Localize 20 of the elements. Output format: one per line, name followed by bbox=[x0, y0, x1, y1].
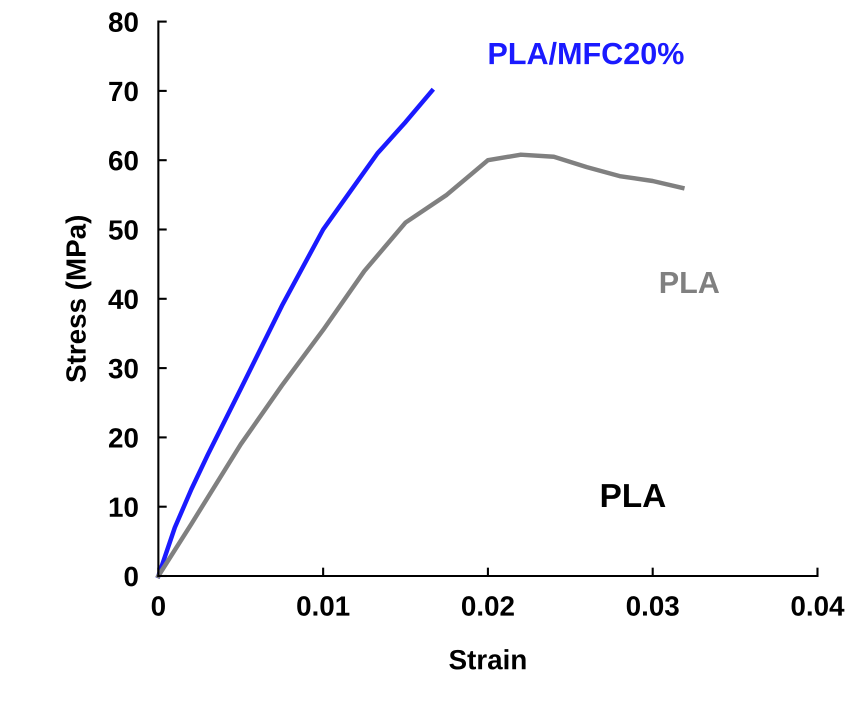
y-tick-label: 0 bbox=[124, 566, 138, 586]
y-axis-title: Stress (MPa) bbox=[65, 216, 92, 382]
y-tick-label: 30 bbox=[108, 358, 138, 378]
y-tick-label: 60 bbox=[109, 150, 138, 171]
x-tick-label: 0.03 bbox=[626, 596, 679, 616]
y-tick-label: 70 bbox=[109, 82, 138, 102]
y-tick-label: 10 bbox=[110, 497, 138, 518]
x-tick-label: 0 bbox=[152, 596, 165, 616]
y-tick-label: 40 bbox=[108, 289, 138, 310]
y-tick-label: 80 bbox=[108, 12, 138, 32]
x-tick-label: 0.02 bbox=[462, 596, 514, 616]
text: PLA/MFC20% bbox=[489, 42, 684, 65]
y-tick-label: 20 bbox=[108, 428, 138, 448]
y-tick-label: 50 bbox=[108, 220, 138, 240]
line-series bbox=[156, 88, 434, 578]
x-tick-label: 0.04 bbox=[792, 596, 844, 616]
annotation: PLA bbox=[602, 484, 666, 508]
text: PLA bbox=[660, 272, 720, 294]
x-tick-label: 0.01 bbox=[297, 596, 350, 616]
x-axis-title: Strain bbox=[449, 649, 526, 670]
